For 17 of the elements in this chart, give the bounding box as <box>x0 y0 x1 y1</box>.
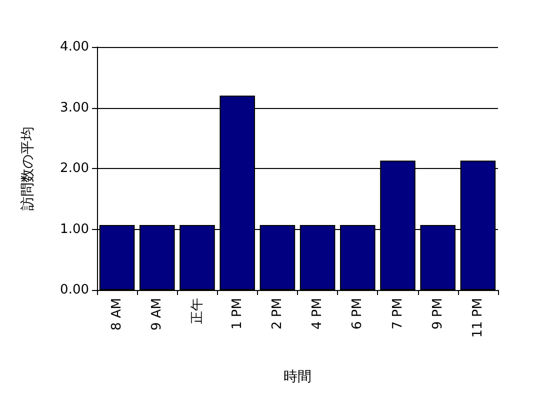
x-axis-title: 時間 <box>284 369 312 385</box>
x-tick-label: 7 PM <box>390 298 406 330</box>
y-tick-label: 4.00 <box>60 40 89 54</box>
x-tick-label: 9 PM <box>430 298 446 330</box>
x-tick-label: 1 PM <box>230 298 245 330</box>
x-tick-label: 11 PM <box>470 298 486 338</box>
x-tick-label: 6 PM <box>350 298 366 330</box>
x-tick-label: 正午 <box>190 298 205 324</box>
x-tick-label: 4 PM <box>310 298 326 330</box>
y-tick-label: 3.00 <box>60 100 89 116</box>
y-tick-label: 2.00 <box>60 161 89 176</box>
x-tick-label: 2 PM <box>270 298 285 330</box>
y-tick-label: 1.00 <box>60 222 89 237</box>
x-tick-label: 8 AM <box>110 298 125 331</box>
y-axis-title: 訪問数の平均 <box>20 126 36 210</box>
x-tick-label: 9 AM <box>150 298 165 331</box>
y-tick-label: 0.00 <box>60 282 89 298</box>
